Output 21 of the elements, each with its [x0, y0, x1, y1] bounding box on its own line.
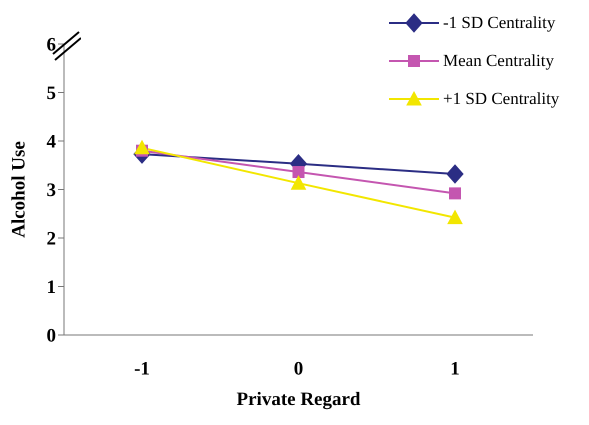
point [446, 164, 464, 184]
legend-label: Mean Centrality [443, 51, 554, 71]
y-axis-title: Alcohol Use [8, 141, 30, 238]
x-tick-label: -1 [134, 358, 150, 380]
y-tick-label: 5 [46, 83, 56, 104]
y-tick-label: 0 [46, 326, 56, 347]
point [134, 140, 150, 154]
y-tick-label: 6 [46, 34, 56, 56]
legend-label: -1 SD Centrality [443, 13, 556, 33]
point [448, 210, 462, 224]
x-tick-label: 0 [294, 358, 304, 380]
point [291, 176, 306, 190]
y-tick-label: 2 [46, 228, 56, 250]
x-tick-label: 1 [450, 358, 460, 380]
point [449, 187, 461, 200]
y-tick-label: 4 [46, 132, 56, 153]
y-tick-label: 3 [46, 180, 56, 202]
x-axis-title: Private Regard [236, 389, 361, 410]
point [292, 166, 304, 178]
y-tick-label: 1 [46, 277, 56, 298]
legend-label: +1 SD Centrality [443, 89, 560, 109]
